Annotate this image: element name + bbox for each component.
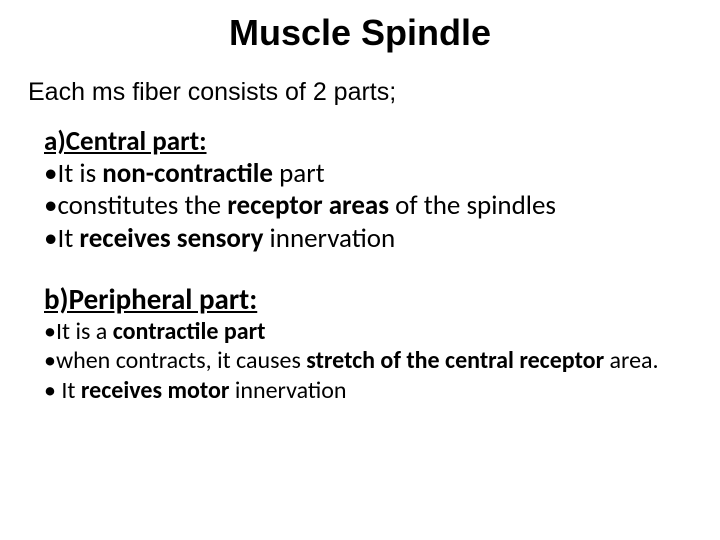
section-b-heading: b)Peripheral part: (44, 281, 690, 317)
text-fragment: part (273, 157, 325, 190)
text-bold: stretch of the central receptor (306, 346, 604, 375)
intro-text: Each ms fiber consists of 2 parts; (28, 78, 690, 107)
text-bold: receives motor (81, 376, 230, 405)
section-a-heading: a)Central part: (44, 125, 690, 158)
text-fragment: •constitutes the (44, 189, 227, 222)
text-fragment: innervation (229, 376, 346, 405)
section-a-bullet-2: •constitutes the receptor areas of the s… (44, 190, 690, 222)
text-fragment: • It (44, 376, 81, 405)
slide-container: Muscle Spindle Each ms fiber consists of… (0, 0, 720, 540)
text-fragment: •It (44, 222, 79, 255)
text-fragment: area. (604, 346, 658, 375)
section-b: b)Peripheral part: •It is a contractile … (44, 281, 690, 405)
section-a-bullet-1: •It is non-contractile part (44, 158, 690, 190)
section-b-bullet-2: •when contracts, it causes stretch of th… (44, 346, 690, 375)
section-a-bullet-3: •It receives sensory innervation (44, 223, 690, 255)
text-fragment: •when contracts, it causes (44, 346, 306, 375)
text-bold: non-contractile (102, 157, 273, 190)
text-fragment: innervation (263, 222, 395, 255)
slide-title: Muscle Spindle (30, 12, 690, 54)
section-a: a)Central part: •It is non-contractile p… (44, 125, 690, 255)
text-fragment: •It is (44, 157, 102, 190)
text-bold: contractile part (113, 317, 266, 346)
text-fragment: •It is a (44, 317, 113, 346)
text-bold: receptor areas (227, 189, 389, 222)
section-b-bullet-1: •It is a contractile part (44, 317, 690, 346)
section-b-bullet-3: • It receives motor innervation (44, 376, 690, 405)
text-fragment: of the spindles (389, 189, 556, 222)
text-bold: receives sensory (79, 222, 263, 255)
